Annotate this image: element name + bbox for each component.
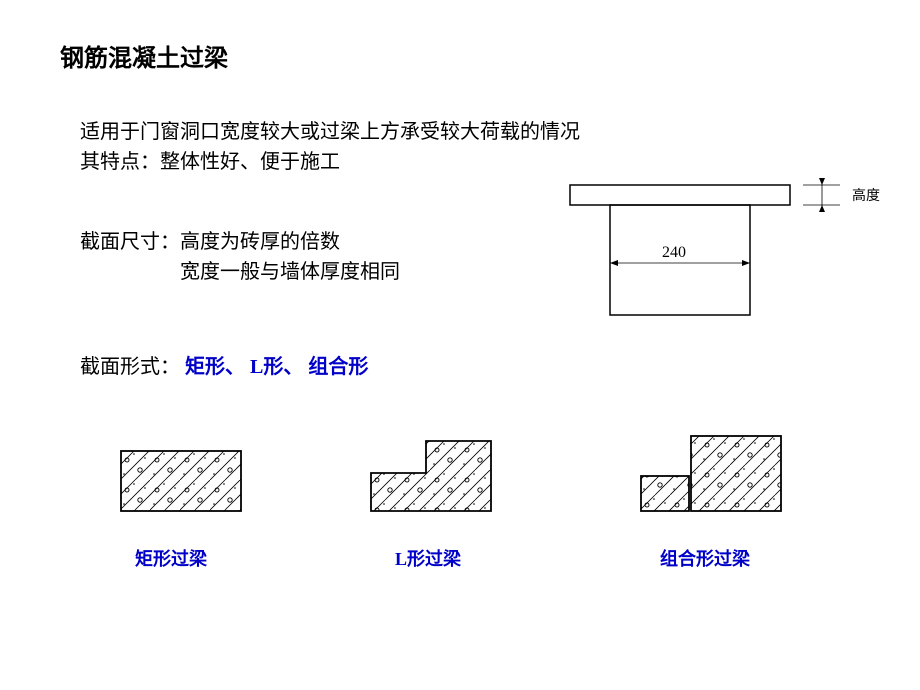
section-size-label: 截面尺寸：高度为砖厚的倍数	[80, 225, 340, 254]
shape-L-label: L形过梁	[395, 545, 461, 571]
tshape-diagram	[560, 175, 880, 335]
section-size-line2: 宽度一般与墙体厚度相同	[180, 255, 400, 284]
page-title: 钢筋混凝土过梁	[60, 38, 228, 73]
shape-rect-label: 矩形过梁	[135, 545, 207, 571]
desc-line2: 其特点：整体性好、便于施工	[80, 145, 340, 174]
section-form: 截面形式： 矩形、 L形、 组合形	[80, 350, 368, 379]
width-240-label: 240	[662, 244, 686, 262]
shape-combo-label: 组合形过梁	[660, 545, 750, 571]
shape-L	[370, 440, 494, 514]
section-size-prefix: 截面尺寸：	[80, 231, 180, 253]
desc-line1: 适用于门窗洞口宽度较大或过梁上方承受较大荷载的情况	[80, 115, 580, 144]
shape-combo	[640, 435, 784, 514]
section-form-types: 矩形、 L形、 组合形	[185, 356, 368, 378]
height-label: 高度	[852, 185, 880, 205]
shape-rect	[120, 450, 244, 514]
section-size-line1: 高度为砖厚的倍数	[180, 231, 340, 253]
section-form-label: 截面形式：	[80, 356, 180, 378]
